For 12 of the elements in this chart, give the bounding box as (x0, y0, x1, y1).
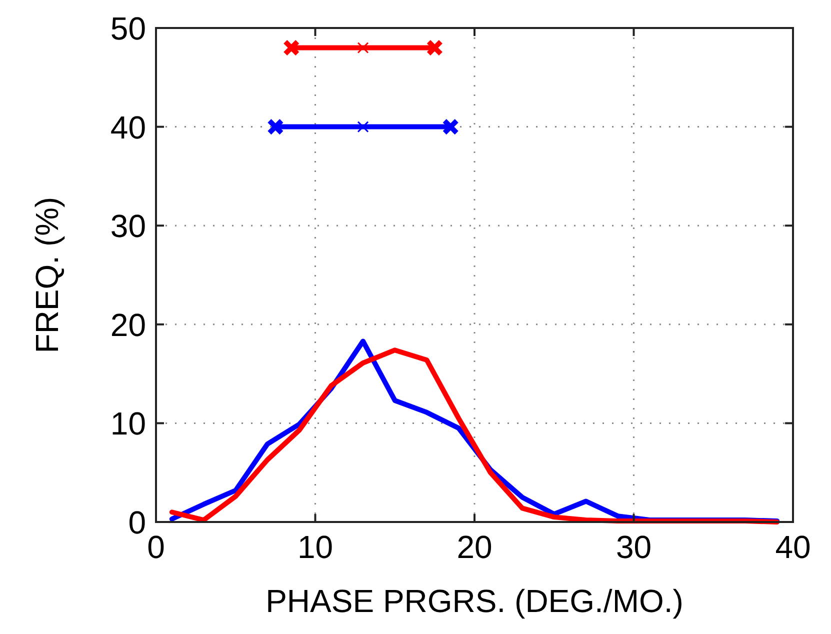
y-axis-title: FREQ. (%) (29, 196, 65, 354)
x-tick-label: 40 (775, 529, 811, 565)
x-axis-title: PHASE PRGRS. (DEG./MO.) (266, 583, 684, 619)
y-tick-label: 30 (110, 208, 146, 244)
y-tick-label: 10 (110, 406, 146, 442)
x-tick-label: 30 (616, 529, 652, 565)
y-tick-label: 50 (110, 10, 146, 47)
x-tick-label: 10 (297, 529, 334, 565)
y-tick-label: 40 (110, 109, 146, 146)
y-tick-label: 0 (128, 504, 146, 541)
x-tick-label: 20 (456, 529, 492, 565)
y-tick-label: 20 (110, 306, 146, 343)
